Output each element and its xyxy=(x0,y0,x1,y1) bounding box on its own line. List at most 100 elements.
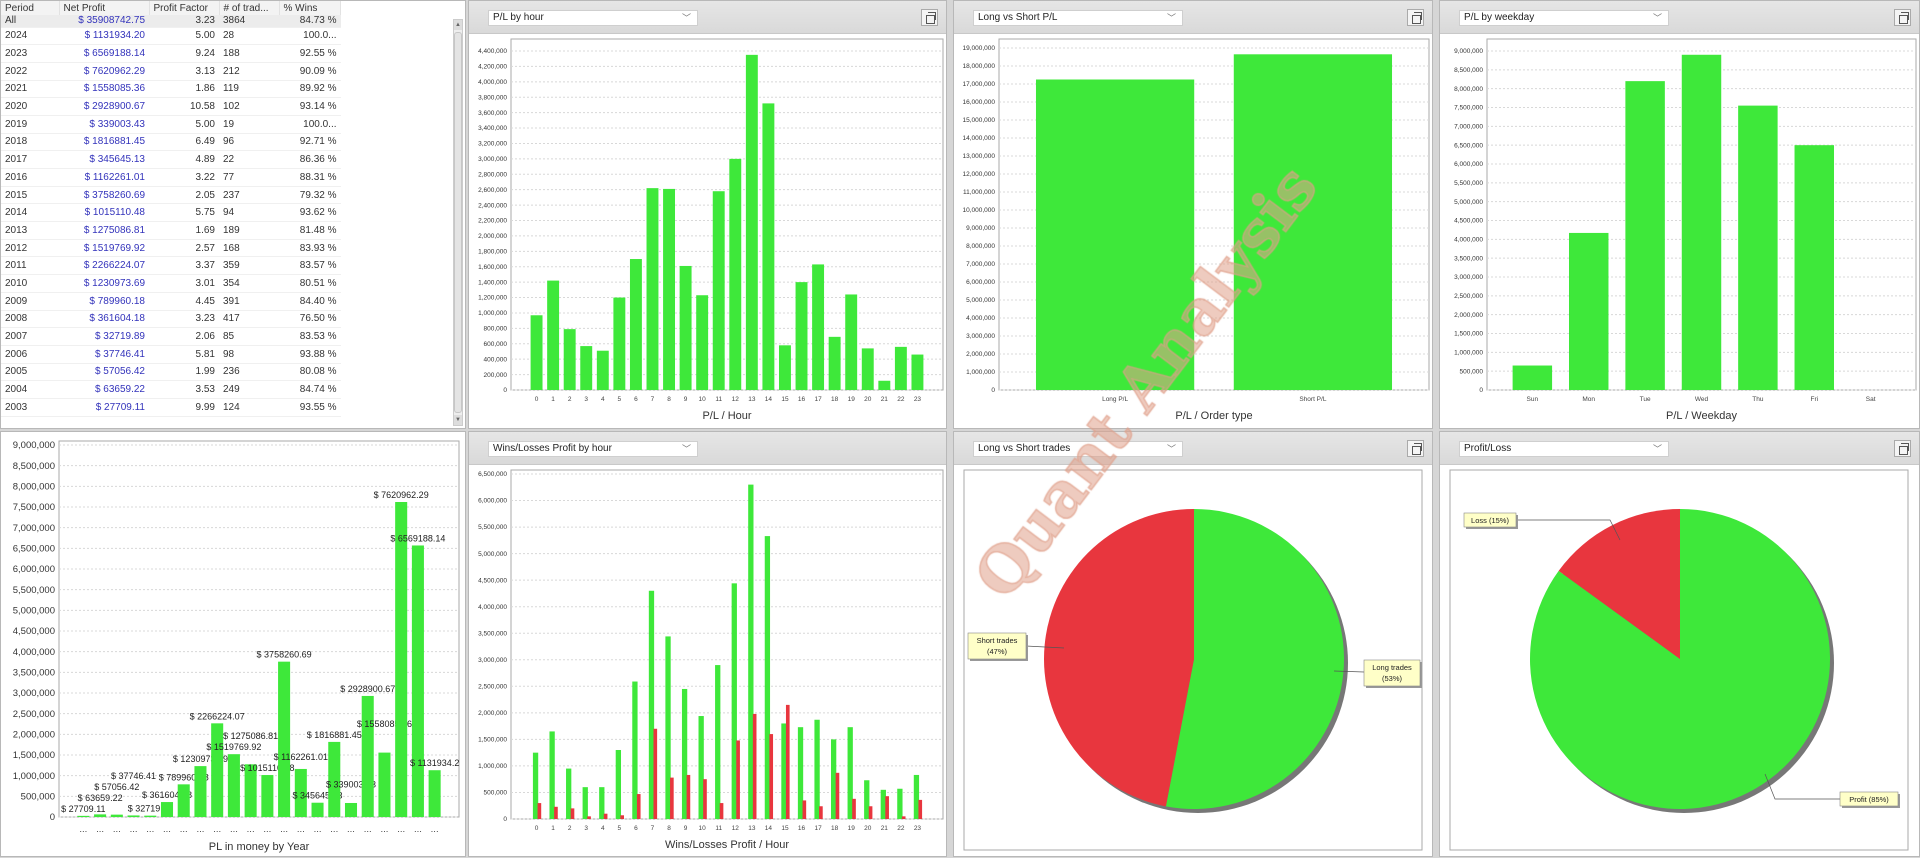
bar xyxy=(77,815,90,817)
win-bar xyxy=(715,665,721,819)
restore-window-icon[interactable] xyxy=(1407,9,1424,26)
cell-profit-factor: 1.69 xyxy=(149,221,219,240)
table-row[interactable]: 2009 $ 789960.18 4.45 391 84.40 % xyxy=(1,292,341,311)
x-tick-label: 11 xyxy=(715,396,722,403)
table-row[interactable]: 2008 $ 361604.18 3.23 417 76.50 % xyxy=(1,310,341,329)
y-tick-label: 4,000,000 xyxy=(478,604,507,611)
table-row[interactable]: 2017 $ 345645.13 4.89 22 86.36 % xyxy=(1,150,341,169)
x-tick-label: 8 xyxy=(667,825,671,832)
y-tick-label: 13,000,000 xyxy=(962,153,995,160)
bar xyxy=(861,348,874,390)
chart-type-dropdown[interactable]: Wins/Losses Profit by hour ﹀ xyxy=(488,441,698,457)
x-tick-label: 22 xyxy=(897,396,905,403)
chart-type-dropdown[interactable]: Long vs Short trades ﹀ xyxy=(973,441,1183,457)
table-row[interactable]: 2016 $ 1162261.01 3.22 77 88.31 % xyxy=(1,168,341,187)
profit-loss-pie: Profit (85%) Loss (15%) xyxy=(1449,469,1909,851)
bar xyxy=(144,815,157,817)
table-row[interactable]: 2011 $ 2266224.07 3.37 359 83.57 % xyxy=(1,256,341,276)
table-row[interactable]: 2015 $ 3758260.69 2.05 237 79.32 % xyxy=(1,186,341,205)
table-row[interactable]: 2004 $ 63659.22 3.53 249 84.74 % xyxy=(1,380,341,399)
cell-net-profit: $ 35908742.75 xyxy=(59,15,149,28)
y-tick-label: 0 xyxy=(503,816,507,823)
bar xyxy=(911,354,924,390)
y-tick-label: 5,000,000 xyxy=(1454,199,1483,206)
cell-trades: 249 xyxy=(219,380,279,399)
dropdown-value: P/L by hour xyxy=(493,12,544,23)
chart-type-dropdown[interactable]: P/L by hour ﹀ xyxy=(488,10,698,26)
col-wins[interactable]: % Wins xyxy=(279,1,341,15)
table-row[interactable]: 2020 $ 2928900.67 10.58 102 93.14 % xyxy=(1,97,341,116)
table-row[interactable]: 2021 $ 1558085.36 1.86 119 89.92 % xyxy=(1,80,341,99)
col-period[interactable]: Period xyxy=(1,1,60,15)
cell-wins: 92.55 % xyxy=(279,44,341,63)
x-tick-label: 16 xyxy=(798,396,806,403)
y-tick-label: 2,800,000 xyxy=(478,171,507,178)
col-net-profit[interactable]: Net Profit xyxy=(59,1,150,15)
x-tick-label: Sun xyxy=(1527,396,1539,403)
cell-wins: 88.31 % xyxy=(279,168,341,187)
table-scrollbar[interactable]: ▲ ▼ xyxy=(453,19,463,426)
y-tick-label: 3,500,000 xyxy=(13,668,55,679)
cell-net-profit: $ 1558085.36 xyxy=(59,80,149,99)
cell-period: 2013 xyxy=(1,221,59,240)
x-tick-label: ... xyxy=(180,824,188,835)
scroll-thumb[interactable] xyxy=(454,32,462,413)
x-tick-label: Sat xyxy=(1866,396,1876,403)
scroll-down-arrow-icon[interactable]: ▼ xyxy=(454,415,462,425)
x-tick-label: 5 xyxy=(618,825,622,832)
table-row[interactable]: 2003 $ 27709.11 9.99 124 93.55 % xyxy=(1,398,341,417)
restore-window-icon[interactable] xyxy=(921,9,938,26)
y-tick-label: 3,000,000 xyxy=(1454,274,1483,281)
x-tick-label: ... xyxy=(330,824,338,835)
col-profit-factor[interactable]: Profit Factor xyxy=(149,1,220,15)
cell-net-profit: $ 63659.22 xyxy=(59,380,149,399)
y-tick-label: 2,500,000 xyxy=(13,709,55,720)
loss-bar xyxy=(819,806,823,819)
table-row[interactable]: 2005 $ 57056.42 1.99 236 80.08 % xyxy=(1,363,341,382)
restore-window-icon[interactable] xyxy=(1894,9,1911,26)
loss-bar xyxy=(885,796,889,819)
table-row[interactable]: 2010 $ 1230973.69 3.01 354 80.51 % xyxy=(1,274,341,293)
y-tick-label: 2,000,000 xyxy=(478,710,507,717)
chart-type-dropdown[interactable]: Profit/Loss ﹀ xyxy=(1459,441,1669,457)
col-trades[interactable]: # of trad... xyxy=(219,1,280,15)
table-row[interactable]: 2018 $ 1816881.45 6.49 96 92.71 % xyxy=(1,133,341,152)
cell-trades: 98 xyxy=(219,345,279,364)
table-row[interactable]: 2024 $ 1131934.20 5.00 28 100.0... xyxy=(1,27,341,46)
panel-header: P/L by weekday ﹀ xyxy=(1440,1,1919,34)
y-tick-label: 4,400,000 xyxy=(478,48,507,55)
chevron-down-icon: ﹀ xyxy=(1652,13,1662,23)
chart-type-dropdown[interactable]: P/L by weekday ﹀ xyxy=(1459,10,1669,26)
loss-bar xyxy=(852,798,856,819)
table-row[interactable]: 2014 $ 1015110.48 5.75 94 93.62 % xyxy=(1,203,341,223)
cell-net-profit: $ 1275086.81 xyxy=(59,221,149,240)
cell-net-profit: $ 1519769.92 xyxy=(59,239,149,258)
chart-type-dropdown[interactable]: Long vs Short P/L ﹀ xyxy=(973,10,1183,26)
table-row[interactable]: 2007 $ 32719.89 2.06 85 83.53 % xyxy=(1,327,341,346)
bar xyxy=(278,661,291,817)
loss-bar xyxy=(736,740,740,819)
bar-value-label: $ 1131934.2 xyxy=(410,758,459,768)
y-tick-label: 3,500,000 xyxy=(1454,255,1483,262)
y-tick-label: 7,000,000 xyxy=(1454,124,1483,131)
x-tick-label: 9 xyxy=(684,825,688,832)
loss-bar xyxy=(537,803,542,819)
table-row[interactable]: 2019 $ 339003.43 5.00 19 100.0... xyxy=(1,115,341,134)
win-bar xyxy=(814,719,820,819)
bar xyxy=(211,723,224,817)
table-row[interactable]: All $ 35908742.75 3.23 3864 84.73 % xyxy=(1,15,341,28)
table-row[interactable]: 2022 $ 7620962.29 3.13 212 90.09 % xyxy=(1,62,341,81)
restore-window-icon[interactable] xyxy=(1894,440,1911,457)
scroll-up-arrow-icon[interactable]: ▲ xyxy=(454,20,462,30)
restore-window-icon[interactable] xyxy=(1407,440,1424,457)
cell-trades: 94 xyxy=(219,203,279,223)
cell-profit-factor: 6.49 xyxy=(149,133,219,152)
x-tick-label: 11 xyxy=(715,825,722,832)
y-tick-label: 7,500,000 xyxy=(1454,105,1483,112)
x-tick-label: 8 xyxy=(667,396,671,403)
table-row[interactable]: 2013 $ 1275086.81 1.69 189 81.48 % xyxy=(1,221,341,240)
table-row[interactable]: 2012 $ 1519769.92 2.57 168 83.93 % xyxy=(1,239,341,258)
table-row[interactable]: 2023 $ 6569188.14 9.24 188 92.55 % xyxy=(1,44,341,63)
bar xyxy=(712,191,725,390)
table-row[interactable]: 2006 $ 37746.41 5.81 98 93.88 % xyxy=(1,345,341,364)
